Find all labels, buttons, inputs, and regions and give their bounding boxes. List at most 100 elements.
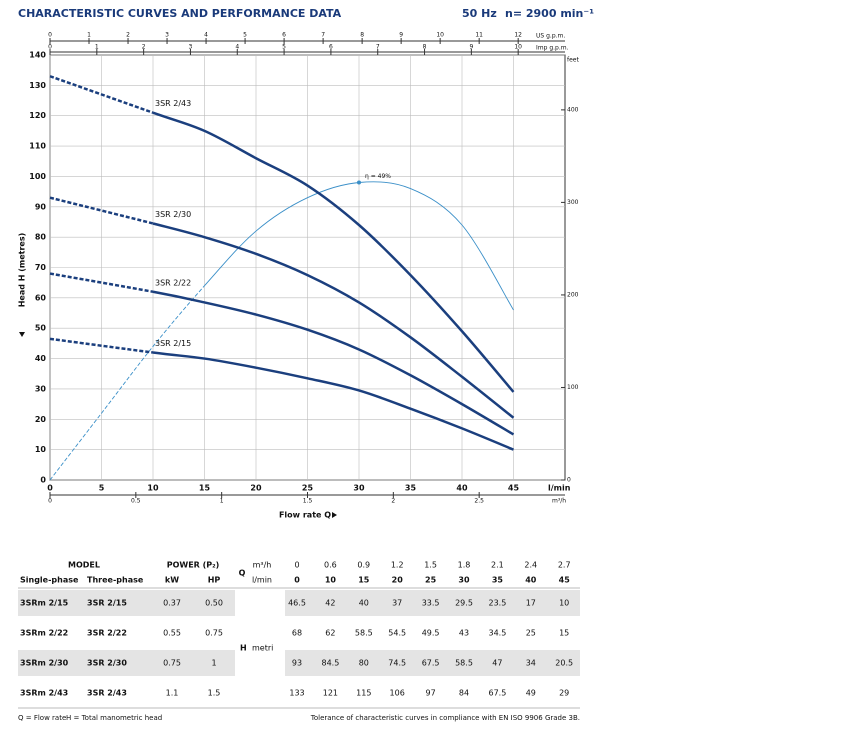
td: 29	[559, 689, 569, 698]
th: 10	[325, 576, 337, 585]
td: 80	[359, 659, 369, 668]
th: 1.8	[458, 561, 471, 570]
td: 46.5	[288, 599, 306, 608]
th: MODEL	[68, 561, 100, 570]
curve-label: 3SR 2/15	[155, 339, 191, 348]
row-shade	[285, 590, 580, 616]
curve-dashed	[49, 272, 154, 294]
frequency: 50 Hz	[462, 7, 497, 20]
td: 43	[459, 629, 469, 638]
td: 106	[390, 689, 405, 698]
feet-tick-label: 200	[567, 291, 579, 298]
td: 74.5	[388, 659, 406, 668]
tick-label: 2	[391, 498, 395, 505]
td: 34.5	[488, 629, 506, 638]
x-unit: l/min	[548, 484, 571, 493]
tick-label: 1	[95, 44, 99, 51]
y-arrow	[19, 332, 25, 337]
x-arrow	[332, 512, 337, 518]
th: 40	[525, 576, 537, 585]
td: 3SRm 2/43	[20, 689, 68, 698]
y-tick-label: 60	[35, 293, 47, 302]
efficiency-label: η = 49%	[365, 173, 391, 180]
td: 133	[289, 689, 304, 698]
tick-label: 7	[376, 44, 380, 51]
td: 3SRm 2/22	[20, 629, 68, 638]
td: 67.5	[422, 659, 440, 668]
td: 47	[492, 659, 502, 668]
tick-label: 10	[514, 44, 522, 51]
td: 49	[526, 689, 536, 698]
x-tick-label: 30	[353, 484, 365, 493]
tick-label: 3	[189, 44, 193, 51]
td: 68	[292, 629, 302, 638]
tick-label: 0	[48, 32, 52, 39]
x-tick-label: 10	[147, 484, 159, 493]
x-tick-label: 25	[302, 484, 314, 493]
th: H	[240, 644, 247, 653]
feet-tick-label: 0	[567, 477, 571, 484]
tick-label: 1.5	[303, 498, 313, 505]
td: 40	[359, 599, 369, 608]
td: 0.50	[205, 599, 223, 608]
td: 49.5	[422, 629, 440, 638]
y-tick-label: 120	[29, 111, 46, 120]
tick-label: 8	[423, 44, 427, 51]
footer-h: H = Total manometric head	[66, 714, 162, 722]
tick-label: 6	[282, 32, 286, 39]
curve	[152, 351, 514, 451]
th: 1.2	[391, 561, 404, 570]
curve-dashed	[49, 285, 205, 481]
td: 115	[356, 689, 371, 698]
td: 3SR 2/30	[87, 659, 127, 668]
td: 17	[526, 599, 536, 608]
tick-label: 4	[204, 32, 208, 39]
tick-label: 0.5	[131, 498, 141, 505]
td: 37	[392, 599, 402, 608]
td: 84	[459, 689, 469, 698]
tick-label: 5	[282, 44, 286, 51]
tick-label: 2.5	[474, 498, 484, 505]
td: 97	[426, 689, 436, 698]
x-tick-label: 35	[405, 484, 417, 493]
th: 30	[458, 576, 470, 585]
y-tick-label: 30	[35, 384, 47, 393]
th: kW	[165, 576, 179, 585]
th: 20	[392, 576, 404, 585]
m3h-unit: m³/h	[552, 498, 566, 505]
td: 121	[323, 689, 338, 698]
th: 2.4	[524, 561, 537, 570]
y-tick-label: 100	[29, 172, 46, 181]
td: 3SR 2/22	[87, 629, 127, 638]
td: 0.37	[163, 599, 181, 608]
tick-label: 3	[165, 32, 169, 39]
tick-label: 9	[399, 32, 403, 39]
y-tick-label: 70	[35, 263, 47, 272]
th: 1.5	[424, 561, 437, 570]
td: 62	[325, 629, 335, 638]
footer-q: Q = Flow rate	[18, 714, 66, 722]
td: 0.75	[163, 659, 181, 668]
tick-label: 8	[360, 32, 364, 39]
td: 3SR 2/43	[87, 689, 127, 698]
th: 2.1	[491, 561, 504, 570]
x-tick-label: 45	[508, 484, 520, 493]
tick-label: 1	[220, 498, 224, 505]
tick-label: 6	[329, 44, 333, 51]
row-shade	[285, 650, 580, 676]
y-axis-label: Head H (metres)	[18, 233, 27, 308]
grid	[49, 54, 565, 481]
curve-dashed	[49, 196, 154, 225]
tick-label: 2	[142, 44, 146, 51]
th: Q	[239, 569, 246, 578]
feet-unit: feet	[567, 57, 579, 64]
tick-label: 2	[126, 32, 130, 39]
y-tick-label: 90	[35, 202, 47, 211]
curve-dashed	[49, 75, 154, 114]
feet-tick-label: 300	[567, 199, 579, 206]
td: 20.5	[555, 659, 573, 668]
td: 33.5	[422, 599, 440, 608]
x-tick-label: 0	[47, 484, 53, 493]
td: 34	[526, 659, 536, 668]
